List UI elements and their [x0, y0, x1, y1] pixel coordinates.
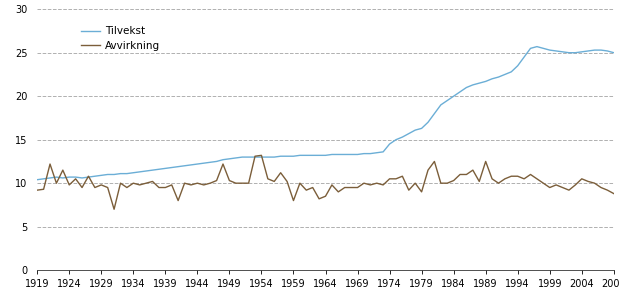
Tilvekst: [597, 48, 604, 52]
Tilvekst: [610, 51, 618, 55]
Avvirkning: [104, 186, 112, 189]
Avvirkning: [33, 188, 41, 192]
Avvirkning: [604, 188, 611, 192]
Avvirkning: [174, 199, 182, 202]
Avvirkning: [610, 192, 618, 196]
Tilvekst: [520, 55, 528, 59]
Tilvekst: [181, 164, 188, 168]
Avvirkning: [187, 183, 195, 187]
Line: Tilvekst: Tilvekst: [37, 47, 614, 180]
Avvirkning: [258, 154, 265, 157]
Legend: Tilvekst, Avvirkning: Tilvekst, Avvirkning: [77, 22, 164, 55]
Tilvekst: [604, 49, 611, 53]
Avvirkning: [533, 177, 541, 181]
Tilvekst: [104, 173, 112, 176]
Line: Avvirkning: Avvirkning: [37, 155, 614, 209]
Tilvekst: [168, 166, 175, 169]
Tilvekst: [33, 178, 41, 181]
Tilvekst: [533, 45, 541, 49]
Avvirkning: [379, 183, 387, 187]
Avvirkning: [110, 208, 118, 211]
